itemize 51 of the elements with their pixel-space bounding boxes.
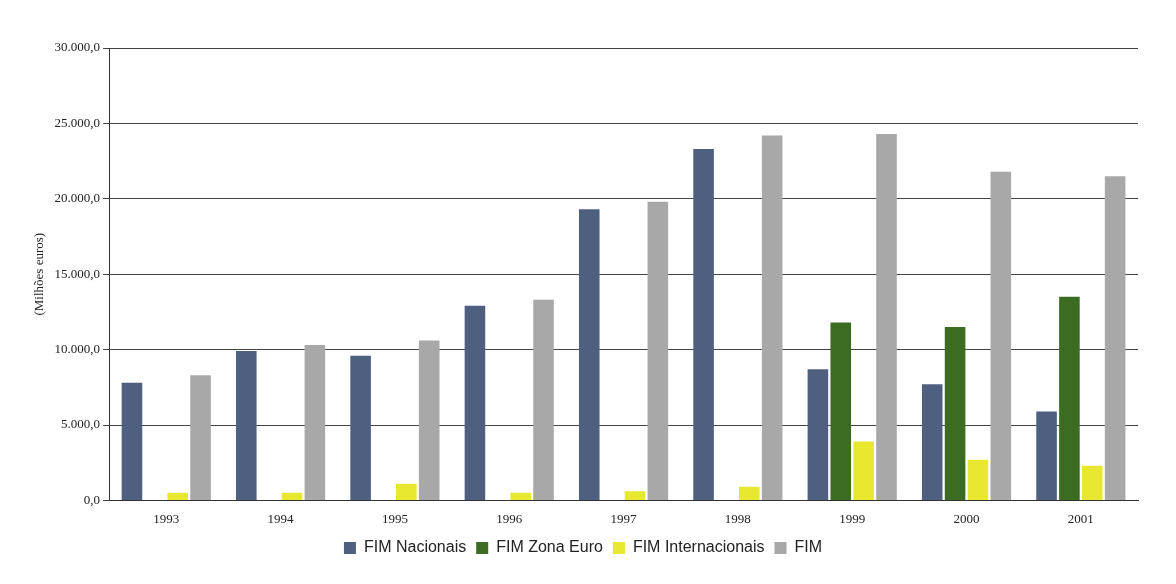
y-tick-label: 10.000,0 (54, 341, 101, 357)
bar (990, 171, 1012, 500)
x-tick-label: 1996 (496, 510, 523, 526)
y-tick-label: 25.000,0 (54, 114, 101, 130)
bar (396, 483, 417, 500)
bar (807, 369, 829, 500)
bar (190, 375, 211, 500)
bar (624, 491, 646, 500)
legend-label: FIM Zona Euro (496, 538, 603, 556)
x-tick-label: 2001 (1067, 510, 1094, 526)
x-tick-label: 1995 (381, 510, 408, 526)
bar (304, 345, 326, 500)
bar (418, 340, 440, 500)
x-tick-label: 1998 (724, 510, 751, 526)
bar (121, 382, 143, 500)
bar (533, 299, 554, 500)
x-tick-label: 1994 (267, 510, 295, 526)
bar (578, 209, 600, 500)
bar (350, 355, 371, 500)
bar (1036, 411, 1057, 500)
y-tick-label: 20.000,0 (54, 190, 101, 206)
legend-label: FIM Internacionais (632, 538, 765, 556)
bar (1059, 296, 1080, 500)
bar (876, 133, 897, 500)
bar (1081, 465, 1103, 500)
bar (281, 492, 303, 500)
x-tick-label: 1997 (610, 510, 638, 526)
y-tick-label: 0,0 (83, 491, 101, 507)
legend-label: FIM Nacionais (363, 538, 467, 556)
bar (464, 305, 486, 500)
bar (510, 492, 531, 500)
bar (921, 384, 943, 500)
bar (693, 149, 714, 500)
x-tick-label: 1993 (153, 510, 180, 526)
bar (944, 326, 966, 500)
y-axis-title: (Milhões euros) (31, 232, 47, 316)
bar (167, 492, 188, 500)
bar (853, 441, 874, 500)
bar (830, 322, 852, 500)
legend-label: FIM (794, 538, 823, 556)
bar (967, 459, 989, 500)
y-tick-label: 15.000,0 (54, 265, 101, 281)
bar (739, 486, 760, 500)
y-tick-label: 30.000,0 (54, 39, 101, 55)
x-tick-label: 2000 (953, 510, 980, 526)
bar (647, 201, 669, 500)
bar (236, 351, 257, 500)
bar (1104, 176, 1126, 500)
x-tick-label: 1999 (839, 510, 866, 526)
y-tick-label: 5.000,0 (61, 416, 101, 432)
bar (761, 135, 783, 500)
